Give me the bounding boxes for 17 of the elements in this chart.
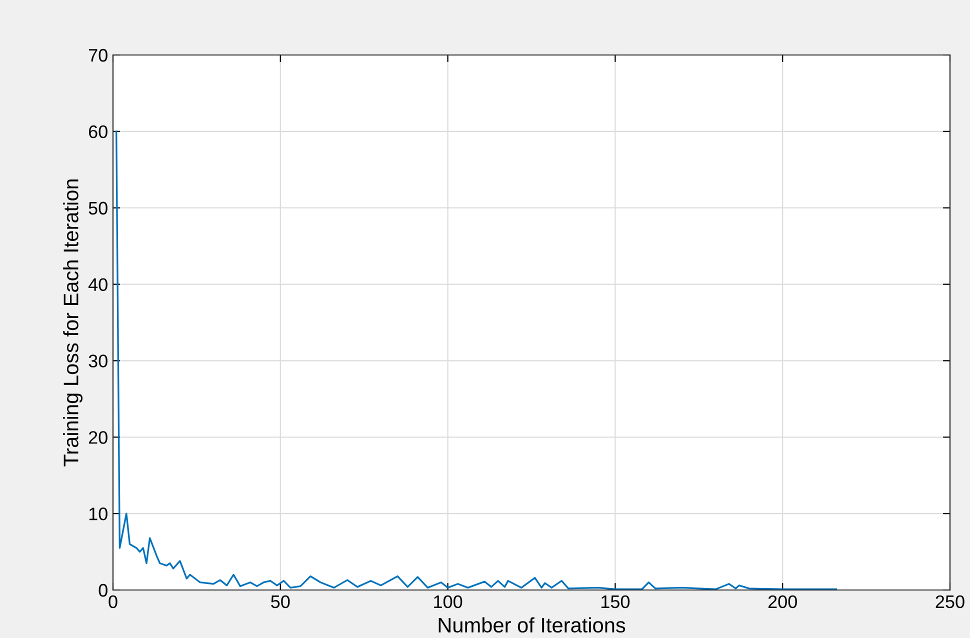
y-tick-label: 0 [98,584,108,597]
x-tick-label: 150 [602,595,630,608]
y-tick-label: 70 [88,48,108,62]
y-tick-label: 30 [88,354,108,368]
y-tick-label: 50 [88,202,108,215]
y-tick-label: 10 [89,508,108,520]
x-axis-title: Number of Iterations [438,617,626,633]
x-tick-label: 50 [271,595,290,608]
y-tick-label: 40 [88,278,108,292]
y-axis-title: Training Loss for Each Iteration [63,179,82,466]
line-series [116,130,838,590]
y-tick-label: 20 [88,431,108,444]
x-tick-label: 200 [768,595,797,608]
x-tick-label: 0 [108,595,118,608]
y-tick-label: 60 [88,125,108,138]
x-tick-label: 100 [434,595,462,608]
x-tick-label: 250 [936,595,964,608]
